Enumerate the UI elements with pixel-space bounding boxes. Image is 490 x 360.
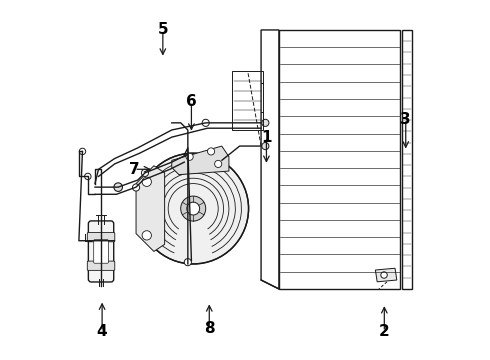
Circle shape (202, 119, 209, 126)
FancyBboxPatch shape (87, 233, 115, 242)
Circle shape (114, 183, 122, 192)
Circle shape (187, 202, 199, 215)
FancyBboxPatch shape (94, 240, 108, 263)
Circle shape (79, 148, 86, 155)
Text: 2: 2 (379, 324, 390, 339)
Text: 8: 8 (204, 321, 215, 336)
Text: 6: 6 (186, 94, 197, 109)
Circle shape (262, 119, 269, 126)
Text: 7: 7 (129, 162, 140, 177)
Text: 5: 5 (157, 22, 168, 37)
Polygon shape (136, 166, 165, 251)
Text: 1: 1 (261, 130, 271, 145)
Circle shape (132, 184, 140, 191)
Text: 3: 3 (400, 112, 411, 127)
Circle shape (142, 231, 151, 240)
Circle shape (186, 153, 193, 160)
FancyBboxPatch shape (88, 221, 114, 282)
Circle shape (181, 196, 206, 221)
Circle shape (85, 173, 91, 180)
Circle shape (207, 148, 215, 155)
Circle shape (142, 177, 151, 186)
Polygon shape (375, 268, 397, 282)
Polygon shape (172, 146, 229, 175)
FancyBboxPatch shape (87, 261, 115, 270)
Circle shape (184, 258, 192, 266)
Circle shape (215, 160, 222, 167)
Circle shape (138, 153, 248, 264)
Circle shape (381, 272, 387, 278)
Text: 4: 4 (97, 324, 107, 339)
Circle shape (262, 143, 269, 150)
Circle shape (142, 169, 148, 176)
